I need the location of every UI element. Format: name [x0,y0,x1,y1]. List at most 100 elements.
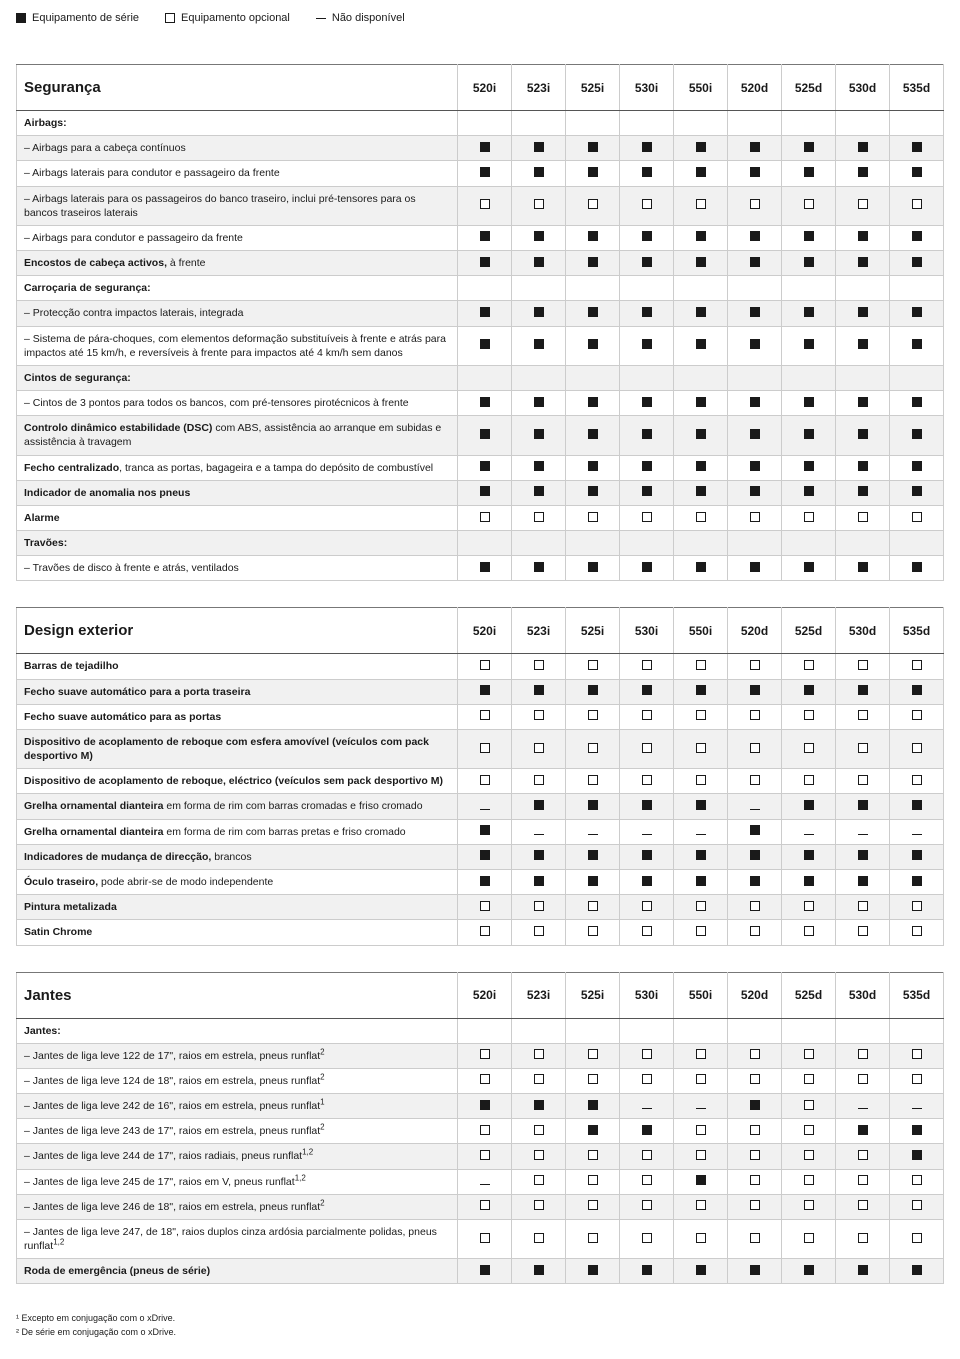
column-header: 525i [566,972,620,1018]
row-cell [620,1259,674,1284]
row-cell [728,819,782,844]
square-outline-icon [912,1074,922,1084]
square-outline-icon [750,743,760,753]
square-outline-icon [480,199,490,209]
square-filled-icon [696,1175,706,1185]
square-filled-icon [804,876,814,886]
dash-icon [912,1108,922,1109]
table-row: Travões: [17,531,944,556]
table-row: Airbags: [17,111,944,136]
square-filled-icon [534,307,544,317]
square-filled-icon [642,339,652,349]
table-row: – Jantes de liga leve 242 de 16", raios … [17,1094,944,1119]
row-label: – Jantes de liga leve 122 de 17", raios … [17,1043,458,1068]
legend-na-label: Não disponível [332,12,405,24]
row-cell [512,391,566,416]
square-filled-icon [696,461,706,471]
square-filled-icon [480,339,490,349]
row-label: Grelha ornamental dianteira em forma de … [17,794,458,819]
square-filled-icon [912,850,922,860]
table-row: Pintura metalizada [17,895,944,920]
row-cell [674,276,728,301]
row-cell [890,704,944,729]
table-row: Óculo traseiro, pode abrir-se de modo in… [17,869,944,894]
square-outline-icon [480,1200,490,1210]
square-filled-icon [534,800,544,810]
row-cell [728,1144,782,1169]
row-cell [674,326,728,365]
square-filled-icon [642,231,652,241]
square-filled-icon [642,850,652,860]
row-label: Grelha ornamental dianteira em forma de … [17,819,458,844]
square-filled-icon [858,562,868,572]
square-filled-icon [750,486,760,496]
row-cell [674,111,728,136]
row-label: Barras de tejadilho [17,654,458,679]
table-row: Alarme [17,505,944,530]
column-header: 520d [728,608,782,654]
square-outline-icon [588,1175,598,1185]
row-cell [728,186,782,225]
row-cell [890,1169,944,1194]
square-filled-icon [858,257,868,267]
square-filled-icon [480,1265,490,1275]
row-cell [620,186,674,225]
square-filled-icon [534,167,544,177]
column-header: 535d [890,608,944,654]
table-row: – Airbags para condutor e passageiro da … [17,225,944,250]
square-outline-icon [804,1049,814,1059]
square-filled-icon [588,1265,598,1275]
row-cell [836,704,890,729]
square-outline-icon [912,1175,922,1185]
square-filled-icon [480,307,490,317]
row-cell [512,455,566,480]
row-label: – Airbags laterais para os passageiros d… [17,186,458,225]
row-cell [890,1259,944,1284]
square-filled-icon [534,685,544,695]
row-cell [566,654,620,679]
square-filled-icon [588,800,598,810]
row-cell [836,819,890,844]
square-outline-icon [858,710,868,720]
row-cell [674,251,728,276]
row-cell [566,704,620,729]
square-filled-icon [804,397,814,407]
square-filled-icon [804,685,814,695]
square-filled-icon [588,339,598,349]
square-outline-icon [696,1074,706,1084]
square-filled-icon [480,142,490,152]
row-cell [566,1094,620,1119]
square-outline-icon [912,660,922,670]
footnotes: ¹ Excepto em conjugação com o xDrive. ² … [16,1312,944,1339]
square-outline-icon [588,710,598,720]
row-cell [512,365,566,390]
row-cell [782,679,836,704]
square-outline-icon [642,1233,652,1243]
square-filled-icon [480,231,490,241]
square-outline-icon [642,743,652,753]
row-cell [782,251,836,276]
row-cell [512,186,566,225]
square-outline-icon [750,660,760,670]
square-filled-icon [480,1100,490,1110]
square-filled-icon [588,257,598,267]
row-cell [566,1259,620,1284]
row-cell [458,301,512,326]
row-cell [620,1144,674,1169]
row-cell [836,326,890,365]
row-label: Dispositivo de acoplamento de reboque co… [17,729,458,768]
row-label: – Protecção contra impactos laterais, in… [17,301,458,326]
square-filled-icon [912,876,922,886]
square-filled-icon [912,429,922,439]
row-cell [458,531,512,556]
square-outline-icon [858,660,868,670]
row-cell [782,704,836,729]
square-outline-icon [534,660,544,670]
column-header: 525d [782,65,836,111]
square-filled-icon [534,1100,544,1110]
square-outline-icon [804,512,814,522]
row-cell [836,844,890,869]
square-outline-icon [750,1200,760,1210]
dash-icon [316,18,326,19]
row-cell [728,1219,782,1258]
